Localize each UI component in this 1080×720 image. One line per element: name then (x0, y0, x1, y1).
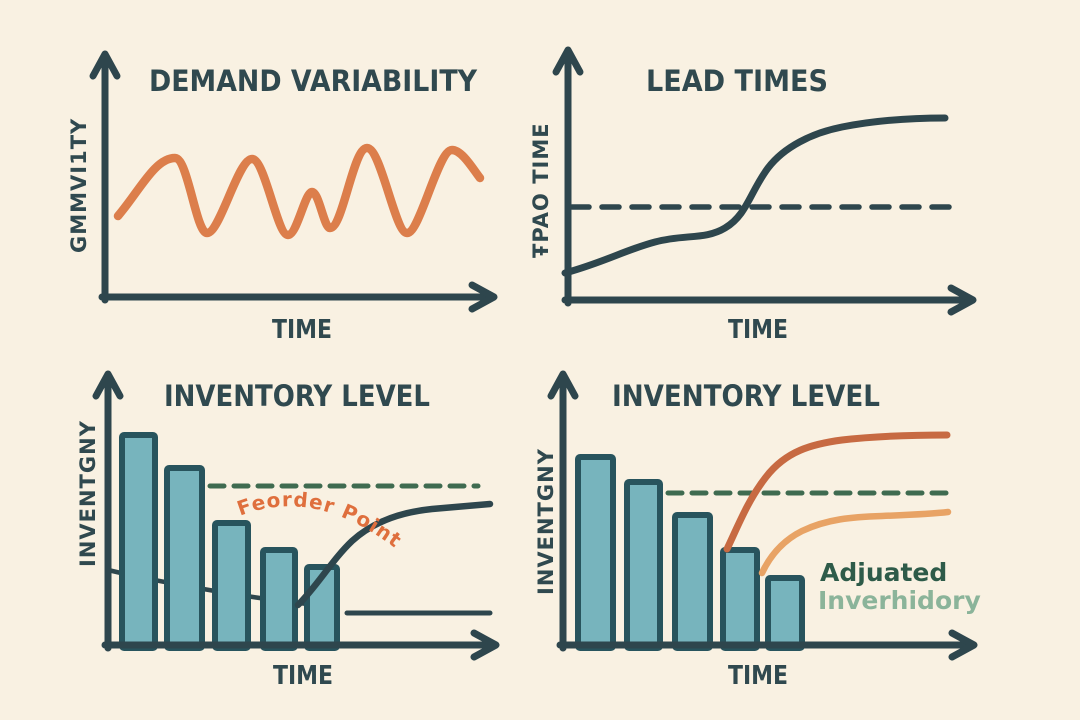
bar (164, 465, 205, 651)
y-axis-arrow-icon (89, 50, 121, 80)
demand-wave-line (113, 143, 485, 240)
panel-inventory-level-right: Adjuated Inverhidory INVENTORY LEVEL INV… (534, 370, 981, 691)
x-axis-arrow-icon (947, 284, 977, 316)
reorder-point-label: Feorder Point (234, 487, 407, 552)
inventory-bars (575, 454, 805, 651)
y-axis-arrow-icon (92, 370, 124, 400)
bar (624, 479, 663, 651)
bar (575, 454, 616, 651)
x-axis-arrow-icon (470, 629, 500, 661)
x-axis-label: TIME (728, 315, 788, 345)
x-axis-label: TIME (728, 661, 788, 691)
adjusted-inventory-label-line2: Inverhidory (818, 586, 981, 615)
panel-title: DEMAND VARIABILITY (149, 64, 478, 98)
x-axis-arrow-icon (468, 281, 498, 313)
bar (260, 547, 298, 651)
bar (672, 512, 713, 651)
bar (119, 432, 158, 651)
reorder-point-label-text: Feorder Point (234, 487, 406, 552)
x-axis-label: TIME (273, 661, 333, 691)
adjusted-upper-curve (723, 431, 951, 553)
panel-title: LEAD TIMES (646, 64, 828, 98)
x-axis-label: TIME (272, 315, 332, 345)
inventory-bars (119, 432, 340, 651)
bar (720, 547, 760, 651)
panel-title: INVENTORY LEVEL (164, 379, 430, 413)
replenishment-curve (294, 500, 494, 609)
panel-title: INVENTORY LEVEL (612, 379, 880, 413)
y-axis-arrow-icon (547, 370, 579, 400)
y-axis-label: INVENTGNY (534, 448, 558, 595)
bar (765, 575, 805, 651)
lead-time-curve (561, 114, 949, 277)
bar (212, 520, 251, 651)
panel-demand-variability: DEMAND VARIABILITY GMMVI1TY TIME (67, 50, 498, 345)
y-axis-label: INVENTGNY (76, 420, 100, 567)
panel-inventory-level-left: Feorder Point INVENTORY LEVEL INVENTGNY … (76, 370, 500, 691)
adjusted-inventory-label-line1: Adjuated (820, 558, 947, 587)
adjusted-lower-curve (758, 508, 952, 577)
y-axis-label: ŦPAO TIME (529, 122, 553, 258)
y-axis-arrow-icon (552, 46, 584, 76)
panel-lead-times: LEAD TIMES ŦPAO TIME TIME (529, 46, 977, 345)
x-axis-arrow-icon (948, 629, 978, 661)
y-axis-label: GMMVI1TY (67, 118, 91, 253)
